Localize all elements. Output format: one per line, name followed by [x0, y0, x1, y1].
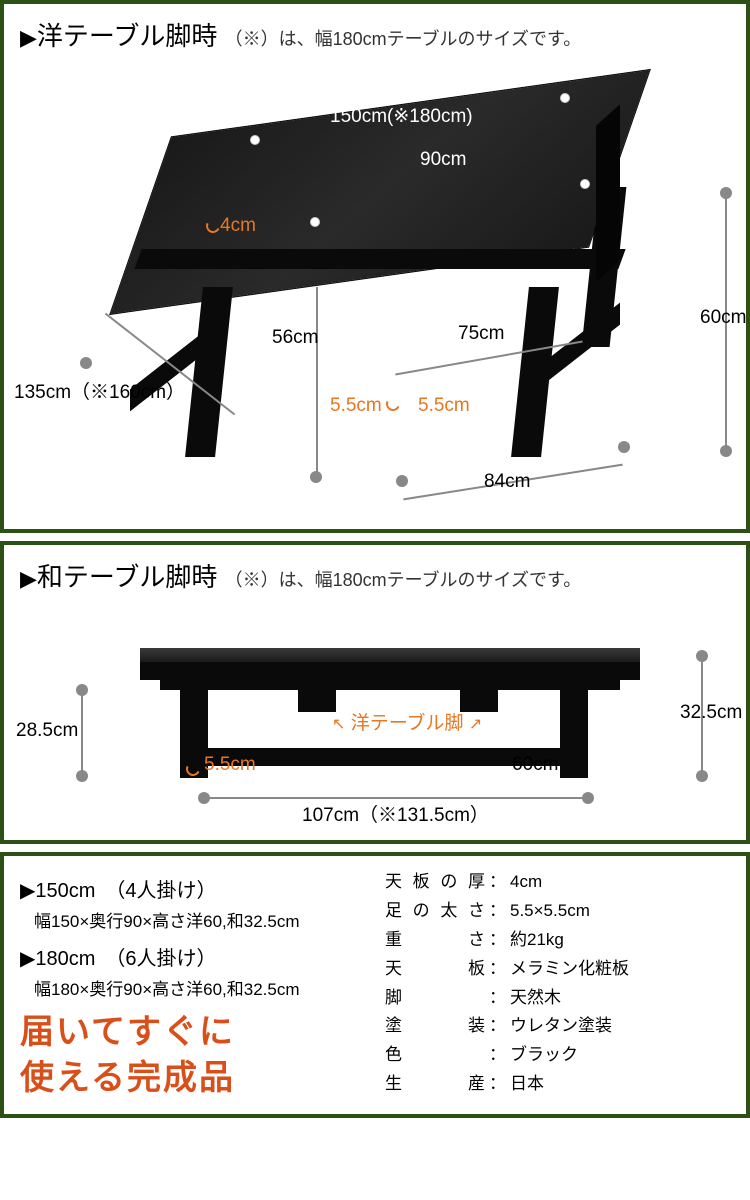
triangle-icon: ▶ [20, 25, 37, 50]
panel1-subtitle: （※）は、幅180cmテーブルのサイズです。 [225, 29, 582, 49]
side-leg-right [560, 690, 588, 778]
spec-sizes: ▶150cm （4人掛け） 幅150×奥行90×高さ洋60,和32.5cm ▶1… [20, 868, 365, 1102]
spec-label: 足の太さ [385, 897, 485, 926]
spec-row: 塗 装：ウレタン塗装 [385, 1012, 730, 1041]
marker-dot [310, 217, 320, 227]
panel1-title: ▶洋テーブル脚時 （※）は、幅180cmテーブルのサイズです。 [20, 16, 730, 53]
dim-dot [720, 445, 732, 457]
dim-bottom-width2: 107cm（※131.5cm） [302, 800, 489, 827]
dim-dot [696, 770, 708, 782]
dim-top-width: 150cm(※180cm) [330, 105, 473, 128]
side-apron [160, 680, 620, 690]
spec-value: ウレタン塗装 [510, 1012, 612, 1041]
dim-dot [396, 475, 408, 487]
spec-colon: ： [489, 926, 506, 955]
marker-dot [580, 179, 590, 189]
spec-value: 日本 [510, 1070, 544, 1099]
arrow-up-icon: ↖ [332, 716, 345, 733]
spec-value: 約21kg [510, 926, 564, 955]
marker-dot [560, 93, 570, 103]
dim-height-left: 28.5cm [16, 720, 78, 742]
arrow-up-icon: ↗ [469, 716, 482, 733]
spec-row: 重 さ：約21kg [385, 926, 730, 955]
dim-under-depth: 60cm [512, 754, 558, 776]
panel2-title: ▶和テーブル脚時 （※）は、幅180cmテーブルのサイズです。 [20, 557, 730, 594]
spec-label: 重 さ [385, 926, 485, 955]
size-180-head: ▶180cm （6人掛け） [20, 942, 365, 971]
spec-colon: ： [489, 1041, 506, 1070]
spec-label: 生 産 [385, 1070, 485, 1099]
size-150-head: ▶150cm （4人掛け） [20, 874, 365, 903]
spec-colon: ： [489, 1070, 506, 1099]
spec-value: 5.5×5.5cm [510, 897, 590, 926]
spec-colon: ： [489, 1012, 506, 1041]
dim-line [81, 690, 83, 772]
spec-label: 脚 [385, 984, 485, 1013]
spec-value: 天然木 [510, 984, 561, 1013]
callout-line1: 届いてすぐに [20, 1010, 365, 1056]
dim-dot [80, 357, 92, 369]
dim-bottom-width: 84cm [484, 471, 530, 493]
dim-leg-thick1: 5.5cm [330, 395, 382, 417]
spec-value: ブラック [510, 1041, 578, 1070]
triangle-icon: ▶ [20, 566, 37, 591]
callout-line2: 使える完成品 [20, 1056, 365, 1102]
stub-label-text: 洋テーブル脚 [351, 713, 464, 734]
spec-value: メラミン化粧板 [510, 955, 629, 984]
panel2-subtitle: （※）は、幅180cmテーブルのサイズです。 [225, 570, 582, 590]
spec-colon: ： [489, 897, 506, 926]
table-isometric: 150cm(※180cm) 90cm [100, 97, 660, 477]
diagram-western: 150cm(※180cm) 90cm 4cm 60cm 56cm 75cm 5.… [20, 57, 730, 517]
spec-row: 生 産：日本 [385, 1070, 730, 1099]
panel2-title-text: 和テーブル脚時 [37, 562, 217, 592]
panel-specs: ▶150cm （4人掛け） 幅150×奥行90×高さ洋60,和32.5cm ▶1… [0, 852, 750, 1118]
spec-row: 天板の厚：4cm [385, 868, 730, 897]
spec-label: 天 板 [385, 955, 485, 984]
leg-front-left [185, 287, 233, 457]
spec-row: 天 板：メラミン化粧板 [385, 955, 730, 984]
spec-colon: ： [489, 955, 506, 984]
spec-label: 天板の厚 [385, 868, 485, 897]
dim-dot [76, 770, 88, 782]
dim-dot [582, 792, 594, 804]
tabletop-front-edge [134, 249, 625, 269]
spec-colon: ： [489, 984, 506, 1013]
side-crossbar [208, 748, 560, 766]
spec-row: 足の太さ：5.5×5.5cm [385, 897, 730, 926]
dim-line [204, 797, 586, 799]
dim-top-depth: 90cm [420, 149, 466, 171]
dim-height-right: 32.5cm [680, 702, 742, 724]
dim-stub-label: ↖ 洋テーブル脚 ↗ [332, 708, 482, 735]
panel-western-legs: ▶洋テーブル脚時 （※）は、幅180cmテーブルのサイズです。 150cm(※1… [0, 0, 750, 533]
dim-line [316, 287, 318, 477]
spec-table: 天板の厚：4cm足の太さ：5.5×5.5cm重 さ：約21kg天 板：メラミン化… [385, 868, 730, 1102]
spec-value: 4cm [510, 868, 542, 897]
callout-text: 届いてすぐに 使える完成品 [20, 1010, 365, 1102]
dim-height-total: 60cm [700, 307, 746, 329]
spec-label: 色 [385, 1041, 485, 1070]
dim-dot [310, 471, 322, 483]
side-stub-left [298, 690, 336, 712]
tabletop-side-edge [596, 104, 620, 282]
marker-dot [250, 135, 260, 145]
dim-thickness: 4cm [220, 215, 256, 237]
dim-leg-thick2: 5.5cm [418, 395, 470, 417]
spec-colon: ： [489, 868, 506, 897]
spec-row: 脚：天然木 [385, 984, 730, 1013]
diagram-japanese: 28.5cm 32.5cm 5.5cm ↖ 洋テーブル脚 ↗ 60cm 107c… [20, 598, 730, 828]
dim-leg-inner: 75cm [458, 323, 504, 345]
size-180-detail: 幅180×奥行90×高さ洋60,和32.5cm [34, 975, 365, 1000]
spec-label: 塗 装 [385, 1012, 485, 1041]
spec-row: 色：ブラック [385, 1041, 730, 1070]
dim-bottom-diag: 135cm（※160cm） [14, 377, 185, 404]
side-top-edge [140, 662, 640, 680]
side-top-surface [140, 648, 640, 662]
dim-leg-thick: 5.5cm [204, 754, 256, 776]
size-150-detail: 幅150×奥行90×高さ洋60,和32.5cm [34, 907, 365, 932]
dim-dot [618, 441, 630, 453]
dim-height-under: 56cm [272, 327, 318, 349]
panel-japanese-legs: ▶和テーブル脚時 （※）は、幅180cmテーブルのサイズです。 28.5cm 3… [0, 541, 750, 844]
panel1-title-text: 洋テーブル脚時 [37, 21, 217, 51]
